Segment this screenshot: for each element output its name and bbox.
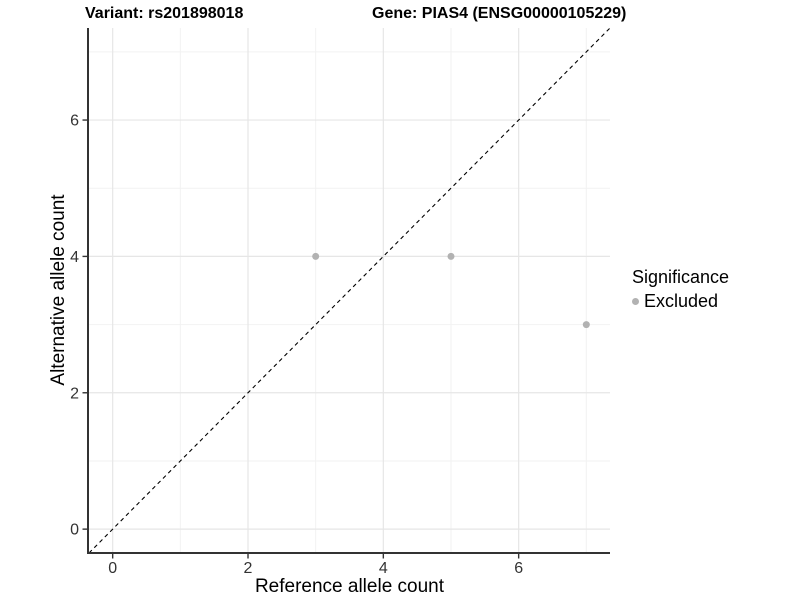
identity-reference-line <box>88 27 611 554</box>
plot-title-variant: Variant: rs201898018 <box>85 5 244 22</box>
data-point <box>312 252 320 260</box>
legend-item-excluded: Excluded <box>632 290 729 312</box>
y-tick-label: 2 <box>70 385 79 402</box>
legend: Significance Excluded <box>632 266 729 312</box>
y-tick-label: 4 <box>70 249 79 266</box>
legend-swatch-circle-icon <box>632 297 639 305</box>
x-tick-label: 0 <box>108 560 117 577</box>
data-point <box>447 252 455 260</box>
x-tick-label: 2 <box>244 560 253 577</box>
legend-item-label: Excluded <box>644 291 719 311</box>
y-tick-label: 0 <box>70 522 79 539</box>
x-tick-label: 4 <box>379 560 388 577</box>
y-axis-title: Alternative allele count <box>48 194 69 386</box>
data-point <box>582 321 590 329</box>
x-axis-title: Reference allele count <box>254 576 445 597</box>
y-tick-label: 6 <box>70 113 79 130</box>
plot-title-gene: Gene: PIAS4 (ENSG00000105229) <box>372 5 627 22</box>
x-tick-label: 6 <box>514 560 523 577</box>
legend-title: Significance <box>632 267 730 287</box>
